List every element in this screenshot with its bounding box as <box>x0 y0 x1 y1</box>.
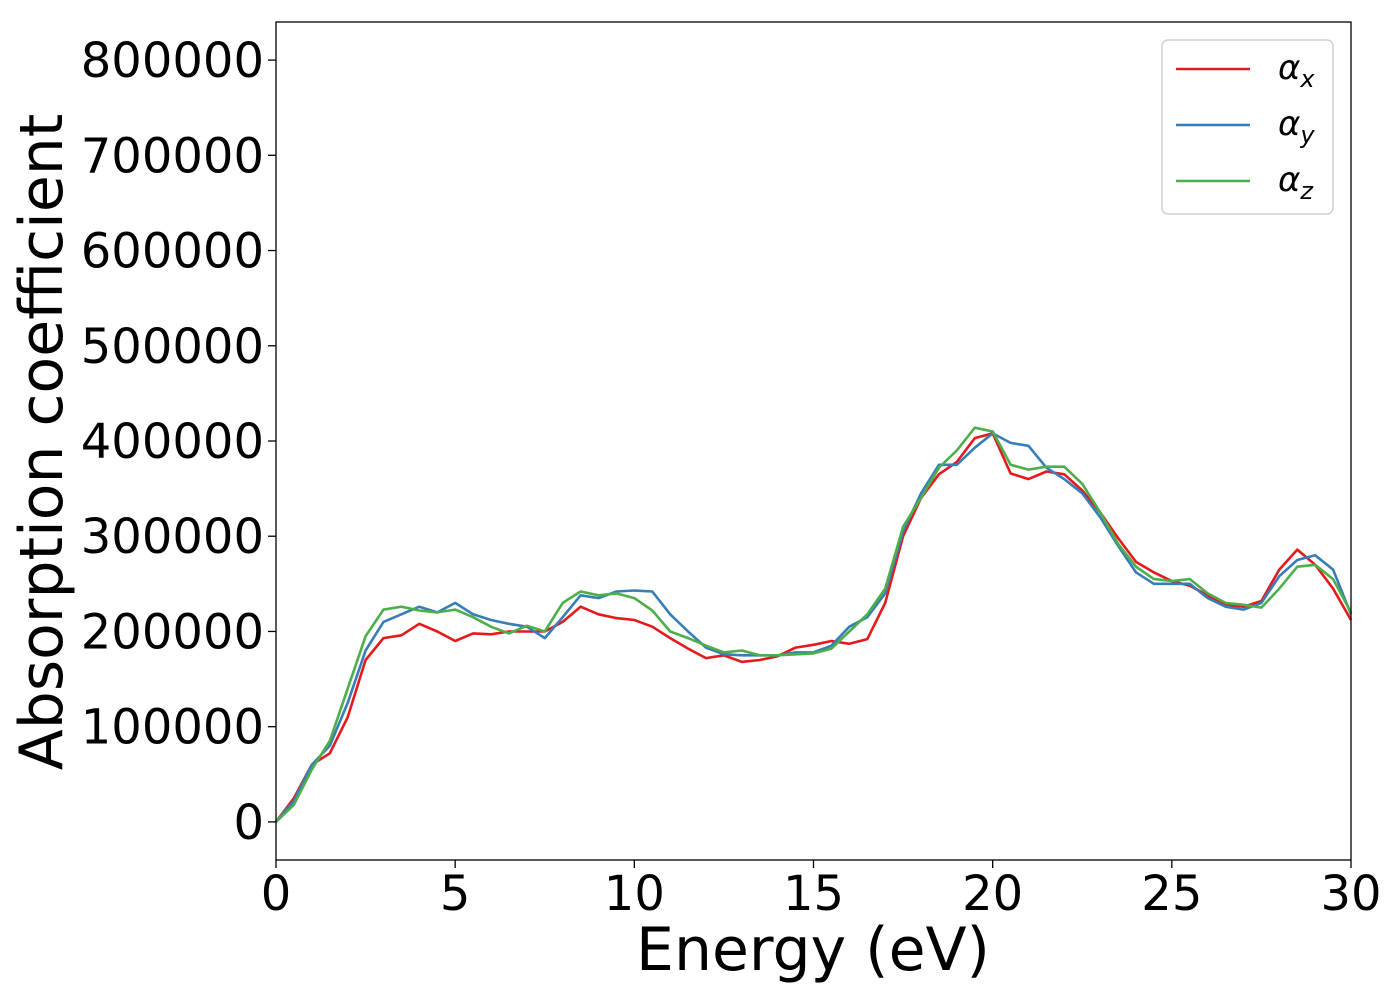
y-tick-label: 0 <box>233 795 264 851</box>
y-axis: 0 100000 200000 300000 400000 500000 600000 700… <box>81 33 276 851</box>
y-tick-label: 500000 <box>81 319 264 375</box>
y-tick-label: 300000 <box>81 509 264 565</box>
legend-label-y: αy <box>1278 104 1315 149</box>
x-tick-label: 5 <box>440 866 471 922</box>
y-tick-label: 400000 <box>81 414 264 470</box>
y-tick-label: 600000 <box>81 224 264 280</box>
x-tick-label: 25 <box>1141 866 1202 922</box>
legend-box <box>1161 39 1334 215</box>
x-axis: 0 5 10 15 20 25 30 <box>261 860 1382 922</box>
y-tick-label: 700000 <box>81 128 264 184</box>
legend-label-sub: z <box>1299 177 1314 205</box>
legend-label-z: αz <box>1278 160 1314 205</box>
legend-label-main: α <box>1278 104 1300 144</box>
y-tick-label: 800000 <box>81 33 264 89</box>
series-line-z <box>275 426 1353 823</box>
x-tick-label: 15 <box>783 866 844 922</box>
legend-label-sub: y <box>1299 121 1315 149</box>
series-layer <box>274 426 1353 823</box>
x-tick-label: 10 <box>604 866 665 922</box>
x-tick-label: 30 <box>1320 866 1381 922</box>
x-axis-title: Energy (eV) <box>636 915 990 985</box>
legend-label-x: αx <box>1278 48 1315 93</box>
legend-label-main: α <box>1278 48 1300 88</box>
y-tick-label: 100000 <box>81 700 264 756</box>
y-axis-title: Absorption coefficient <box>7 114 77 771</box>
legend-label-sub: x <box>1299 65 1315 93</box>
x-tick-label: 0 <box>261 866 292 922</box>
y-tick-label: 200000 <box>81 604 264 660</box>
x-tick-label: 20 <box>962 866 1023 922</box>
legend-label-main: α <box>1278 160 1300 200</box>
